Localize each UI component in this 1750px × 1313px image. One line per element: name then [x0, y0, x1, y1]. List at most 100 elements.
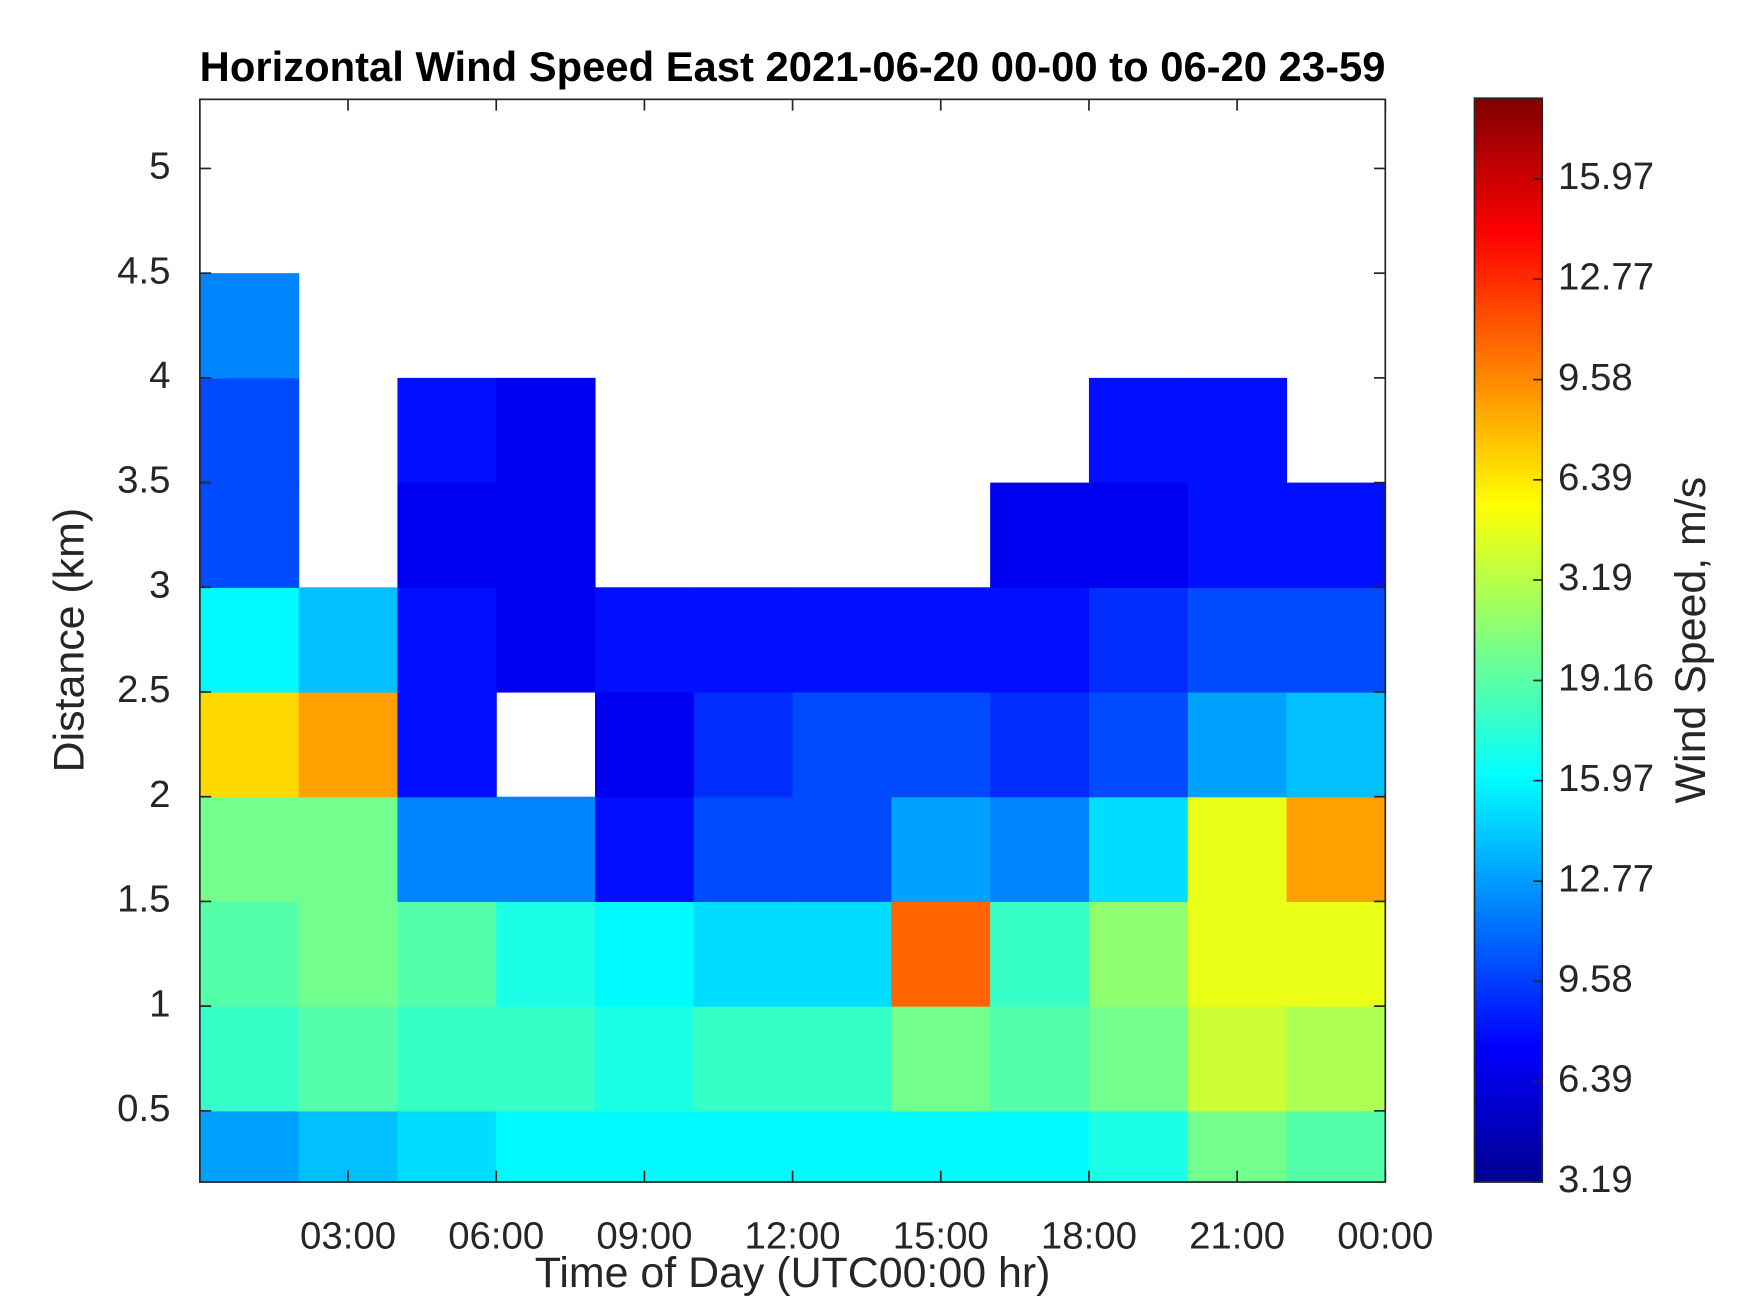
colorbar-tick-label: 12.77: [1558, 857, 1654, 900]
x-tick-label: 09:00: [596, 1215, 692, 1258]
colorbar-tick-label: 15.97: [1558, 757, 1654, 800]
heatmap-cell: [1286, 1110, 1386, 1183]
heatmap-cell: [397, 377, 497, 484]
heatmap-cell: [990, 587, 1090, 693]
heatmap-cell: [595, 587, 695, 693]
heatmap-cell: [990, 482, 1090, 588]
heatmap-cell: [298, 901, 399, 1007]
heatmap-cell: [891, 692, 991, 798]
x-tick-label: 21:00: [1189, 1215, 1285, 1258]
heatmap-cell: [1088, 1110, 1189, 1183]
y-tick-label: 3.5: [117, 459, 170, 502]
heatmap-cell: [1187, 482, 1288, 588]
heatmap-cell: [199, 1006, 300, 1112]
heatmap-cell: [990, 1006, 1090, 1112]
heatmap-cell: [1088, 377, 1189, 484]
heatmap-cell: [496, 377, 596, 484]
y-axis-label: Distance (km): [46, 508, 94, 773]
heatmap-cell: [199, 1110, 300, 1183]
heatmap-cell: [397, 796, 497, 902]
colorbar-tick-label: 15.97: [1558, 155, 1654, 198]
colorbar: [1473, 97, 1544, 1183]
colorbar-tick-label: 19.16: [1558, 657, 1654, 700]
heatmap-cell: [990, 796, 1090, 902]
y-tick-label: 5: [149, 145, 170, 188]
heatmap-cell: [397, 901, 497, 1007]
heatmap-cell: [693, 901, 794, 1007]
heatmap-cell: [199, 482, 300, 588]
heatmap-cell: [891, 796, 991, 902]
heatmap-cell: [1286, 796, 1386, 902]
heatmap-cell: [1088, 692, 1189, 798]
heatmap-cell: [891, 587, 991, 693]
heatmap-cell: [1187, 587, 1288, 693]
heatmap-cell: [990, 901, 1090, 1007]
heatmap-cell: [693, 796, 794, 902]
heatmap-cell: [1088, 901, 1189, 1007]
y-tick-label: 1: [149, 982, 170, 1025]
heatmap-cell: [1286, 901, 1386, 1007]
heatmap-cell: [199, 273, 300, 379]
heatmap-cell: [496, 796, 596, 902]
heatmap-cell: [199, 587, 300, 693]
y-tick-label: 2.5: [117, 668, 170, 711]
heatmap-cell: [891, 1110, 991, 1183]
heatmap-cell: [595, 901, 695, 1007]
y-tick-label: 3: [149, 563, 170, 606]
heatmap-cell: [199, 692, 300, 798]
heatmap-cell: [496, 587, 596, 693]
heatmap-cell: [1286, 1006, 1386, 1112]
colorbar-tick-label: 12.77: [1558, 255, 1654, 298]
heatmap-cell: [595, 1110, 695, 1183]
heatmap-cell: [1088, 796, 1189, 902]
heatmap-cell: [1286, 692, 1386, 798]
heatmap-cell: [496, 901, 596, 1007]
heatmap-cell: [792, 1006, 892, 1112]
heatmap-cell: [496, 482, 596, 588]
heatmap-cell: [595, 796, 695, 902]
colorbar-tick-label: 9.58: [1558, 957, 1633, 1000]
x-axis-label: Time of Day (UTC00:00 hr): [535, 1249, 1051, 1297]
x-tick-label: 06:00: [448, 1215, 544, 1258]
y-tick-label: 4: [149, 354, 170, 397]
heatmap-cell: [1088, 1006, 1189, 1112]
heatmap-cell: [693, 587, 794, 693]
heatmap-cell: [595, 1006, 695, 1112]
heatmap-cell: [693, 1110, 794, 1183]
heatmap-cell: [1187, 1006, 1288, 1112]
heatmap-cell: [891, 901, 991, 1007]
x-tick-label: 18:00: [1041, 1215, 1137, 1258]
heatmap-cell: [792, 587, 892, 693]
heatmap-cell: [1187, 1110, 1288, 1183]
heatmap-cell: [496, 1110, 596, 1183]
colorbar-tick-label: 3.19: [1558, 556, 1633, 599]
heatmap-cell: [792, 692, 892, 798]
heatmap-cell: [397, 692, 497, 798]
y-tick-label: 1.5: [117, 878, 170, 921]
heatmap-cell: [693, 692, 794, 798]
x-tick-label: 03:00: [300, 1215, 396, 1258]
heatmap-cell: [199, 901, 300, 1007]
heatmap-cell: [199, 377, 300, 484]
x-tick-label: 15:00: [893, 1215, 989, 1258]
colorbar-label: Wind Speed, m/s: [1667, 477, 1715, 804]
y-tick-label: 2: [149, 773, 170, 816]
heatmap-cell: [792, 901, 892, 1007]
heatmap-cell: [595, 692, 695, 798]
heatmap-cell: [397, 482, 497, 588]
heatmap-cell: [1187, 796, 1288, 902]
heatmap-cell: [1187, 901, 1288, 1007]
heatmap-cell: [1286, 587, 1386, 693]
heatmap-cell: [298, 1006, 399, 1112]
heatmap-cell: [397, 587, 497, 693]
heatmap-cell: [990, 1110, 1090, 1183]
heatmap-cell: [298, 587, 399, 693]
colorbar-tick-label: 6.39: [1558, 456, 1633, 499]
heatmap-cell: [1187, 692, 1288, 798]
heatmap-cell: [792, 1110, 892, 1183]
x-tick-label: 00:00: [1337, 1215, 1433, 1258]
heatmap-cell: [199, 796, 300, 902]
heatmap-cell: [792, 796, 892, 902]
colorbar-tick-label: 6.39: [1558, 1058, 1633, 1101]
